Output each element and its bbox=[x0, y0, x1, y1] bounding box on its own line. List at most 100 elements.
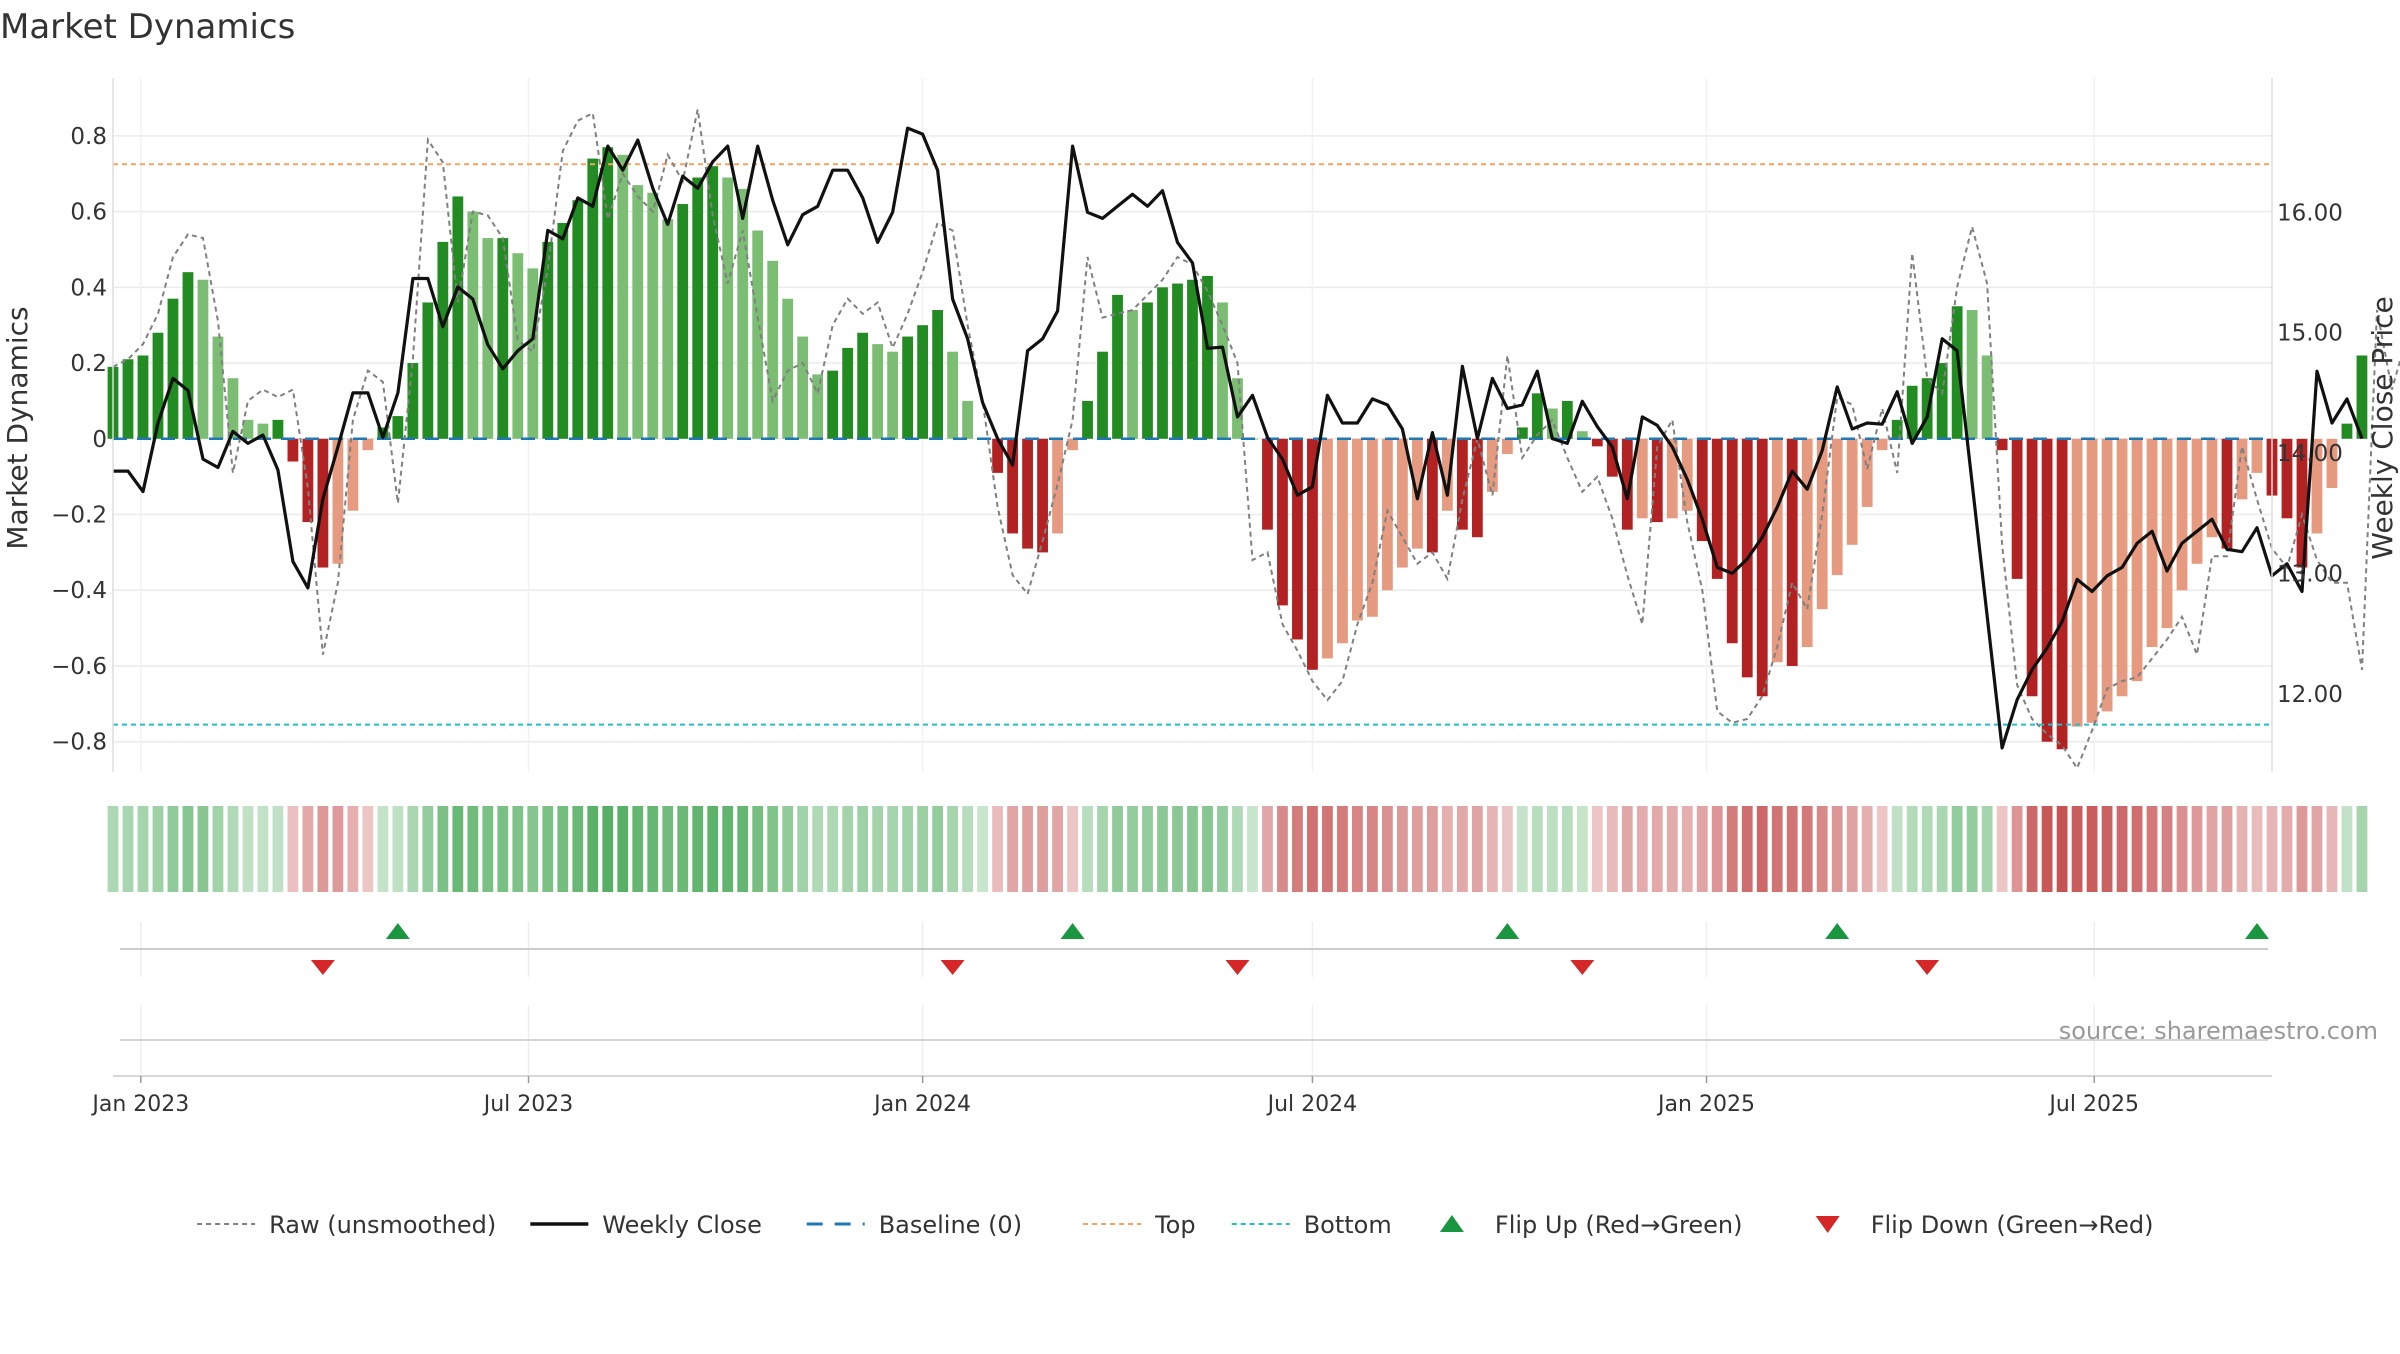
heat-strip-cell bbox=[572, 806, 584, 892]
momentum-bar bbox=[1037, 438, 1048, 553]
momentum-bar bbox=[1606, 438, 1618, 477]
momentum-bar bbox=[1861, 438, 1873, 507]
momentum-bar bbox=[1127, 310, 1138, 439]
heat-strip-cell bbox=[362, 806, 374, 892]
y-tick-label: −0.6 bbox=[51, 654, 107, 680]
heat-strip-cell bbox=[587, 806, 599, 892]
heat-strip-cell bbox=[1172, 806, 1183, 892]
heat-strip-cell bbox=[542, 806, 554, 892]
heat-strip-cell bbox=[1756, 806, 1768, 892]
momentum-bar bbox=[572, 200, 584, 439]
momentum-bar bbox=[2236, 438, 2248, 500]
axes: −0.8 −0.6 −0.4 −0.2 0 0.2 0.4 0.6 0.8 12.00 13.00 1… bbox=[51, 78, 2343, 772]
momentum-bar bbox=[1531, 393, 1543, 439]
momentum-bar bbox=[1307, 438, 1318, 670]
heat-strip-cell bbox=[902, 806, 914, 892]
heat-strip-cell bbox=[2041, 806, 2053, 892]
momentum-bar bbox=[2086, 438, 2098, 723]
flip-marker-panel bbox=[120, 922, 2270, 977]
heat-strip-cell bbox=[467, 806, 479, 892]
heat-strip-cell bbox=[617, 806, 629, 892]
heat-strip-cell bbox=[212, 806, 224, 892]
momentum-bar bbox=[962, 400, 973, 439]
momentum-bar bbox=[947, 351, 958, 439]
date-axis: Jan 2023 Jul 2023 Jan 2024 Jul 2024 Jan 2025… bbox=[90, 1076, 2139, 1117]
heat-strip-cell bbox=[1082, 806, 1093, 892]
momentum-bar bbox=[1367, 438, 1378, 617]
momentum-bar bbox=[632, 185, 644, 439]
heat-strip-cell bbox=[2236, 806, 2248, 892]
momentum-bar bbox=[1022, 438, 1033, 549]
legend-item: Weekly Close bbox=[530, 1211, 762, 1239]
momentum-bar bbox=[1217, 302, 1228, 439]
heat-strip-cell bbox=[1981, 806, 1993, 892]
momentum-bar bbox=[497, 238, 509, 439]
heat-strip-cell bbox=[707, 806, 719, 892]
momentum-bar bbox=[722, 177, 734, 439]
momentum-bar bbox=[992, 438, 1003, 473]
momentum-bar bbox=[587, 158, 599, 439]
heat-strip-cell bbox=[1666, 806, 1678, 892]
heat-strip-cell bbox=[512, 806, 524, 892]
heat-strip-cell bbox=[197, 806, 209, 892]
weekly-close-line bbox=[113, 126, 2364, 750]
heat-strip-cell bbox=[632, 806, 644, 892]
momentum-bar bbox=[287, 438, 299, 462]
heat-strip-cell bbox=[812, 806, 824, 892]
momentum-bar bbox=[152, 332, 164, 439]
heat-strip-cell bbox=[1127, 806, 1138, 892]
heat-strip-cell bbox=[1606, 806, 1618, 892]
y-tick-label: −0.8 bbox=[51, 730, 107, 756]
momentum-bar bbox=[1157, 287, 1168, 439]
y-tick-label: −0.4 bbox=[51, 578, 107, 604]
heat-strip-cell bbox=[1801, 806, 1813, 892]
flip-down-marker bbox=[1570, 960, 1595, 975]
momentum-bar bbox=[1756, 438, 1768, 697]
momentum-bar bbox=[482, 238, 494, 439]
momentum-bar bbox=[662, 219, 674, 439]
momentum-bar bbox=[2026, 438, 2038, 697]
momentum-bar bbox=[1067, 438, 1078, 451]
heat-strip-cell bbox=[737, 806, 749, 892]
heat-strip-cell bbox=[1217, 806, 1228, 892]
momentum-bar bbox=[362, 438, 374, 451]
heat-strip-cell bbox=[152, 806, 164, 892]
heat-strip-cell bbox=[1861, 806, 1873, 892]
momentum-bar bbox=[1921, 378, 1933, 439]
momentum-bar bbox=[422, 302, 434, 439]
momentum-bar bbox=[1426, 438, 1438, 553]
momentum-bar bbox=[1546, 408, 1558, 439]
momentum-bar bbox=[137, 355, 149, 439]
legend-label: Baseline (0) bbox=[879, 1211, 1022, 1239]
heat-strip-cell bbox=[2206, 806, 2218, 892]
momentum-bar bbox=[1696, 438, 1708, 542]
momentum-bar bbox=[887, 351, 899, 439]
heat-strip-cell bbox=[332, 806, 344, 892]
heat-strip-cell bbox=[302, 806, 314, 892]
momentum-bar bbox=[1172, 283, 1183, 439]
flip-up-marker bbox=[385, 923, 410, 939]
momentum-bar bbox=[1561, 400, 1573, 439]
legend-label: Raw (unsmoothed) bbox=[269, 1211, 496, 1239]
momentum-bar bbox=[1576, 431, 1588, 439]
heat-strip-cell bbox=[242, 806, 254, 892]
x-tick-label: Jan 2025 bbox=[1656, 1092, 1755, 1117]
momentum-bar bbox=[1801, 438, 1813, 648]
heat-strip-cell bbox=[602, 806, 614, 892]
momentum-bar bbox=[647, 192, 659, 439]
heat-strip-cell bbox=[797, 806, 809, 892]
momentum-bar bbox=[332, 438, 344, 564]
heat-strip-cell bbox=[2086, 806, 2098, 892]
heat-strip-cell bbox=[1382, 806, 1393, 892]
heat-strip-cell bbox=[1591, 806, 1603, 892]
heat-strip-cell bbox=[1651, 806, 1663, 892]
momentum-bar bbox=[842, 347, 854, 439]
momentum-bar bbox=[1966, 310, 1978, 439]
x-tick-label: Jul 2024 bbox=[1266, 1092, 1358, 1117]
momentum-bar bbox=[212, 336, 224, 439]
momentum-bar bbox=[2176, 438, 2188, 591]
heat-strip-cell bbox=[1292, 806, 1303, 892]
legend-label: Bottom bbox=[1304, 1211, 1392, 1239]
